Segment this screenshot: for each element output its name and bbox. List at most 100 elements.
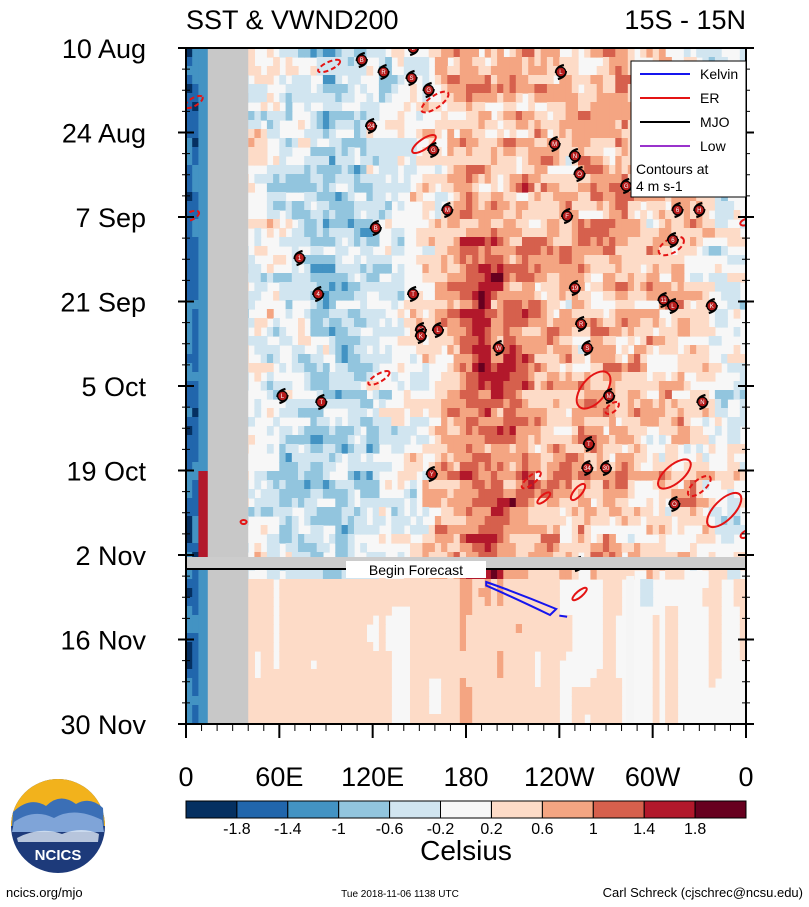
footer-timestamp: Tue 2018-11-06 1138 UTC (341, 889, 459, 900)
cyclone-marker: L (554, 63, 567, 81)
y-tick-label: 21 Sep (60, 288, 146, 318)
er-contour (317, 58, 342, 74)
x-tick-label: 120E (341, 762, 404, 792)
er-contour (536, 491, 552, 505)
cyclone-label: T (587, 442, 591, 448)
cyclone-label: B (374, 226, 378, 232)
cyclone-label: K (710, 304, 714, 310)
chart-title-left: SST & VWND200 (186, 5, 399, 35)
ncics-logo: NCICS (11, 779, 105, 873)
cyclone-marker: S (581, 339, 594, 357)
colorbar-bin (643, 800, 696, 819)
er-contour (686, 474, 712, 498)
y-tick-label: 5 Oct (81, 372, 146, 402)
cyclone-marker: 6 (671, 201, 684, 219)
y-axis: 10 Aug 24 Aug 7 Sep 21 Sep 5 Oct 19 Oct 2 Nov 1… (60, 34, 754, 740)
cyclone-marker: L (666, 297, 679, 315)
cyclone-marker: Y (425, 465, 438, 483)
cyclone-label: H (697, 208, 701, 214)
y-tick-label: 7 Sep (75, 203, 146, 233)
legend-item-label: MJO (700, 114, 730, 130)
cyclone-marker: M (441, 201, 454, 219)
cyclone-marker: 30 (599, 459, 613, 477)
cyclone-label: Y (430, 472, 434, 478)
cyclone-marker: G (422, 81, 435, 99)
cyclone-marker: 24 (365, 117, 378, 135)
colorbar-tick-label: 1.4 (633, 821, 655, 838)
cyclone-label: B (360, 58, 364, 64)
cyclone-marker: L (431, 321, 445, 339)
cyclone-marker: N (696, 393, 709, 411)
footer-url[interactable]: ncics.org/mjo (6, 885, 83, 900)
er-contour (575, 370, 612, 410)
cyclone-marker: 1 (293, 249, 306, 267)
er-contour (186, 94, 204, 110)
cyclone-marker: G (620, 177, 633, 195)
cyclone-label: K (419, 334, 423, 340)
colorbar-bin (185, 800, 238, 819)
colorbar-tick-label: -1 (332, 821, 346, 838)
cyclone-marker: R (377, 63, 390, 81)
cyclone-marker: 4 (312, 285, 325, 303)
cyclone-label: L (671, 304, 675, 310)
x-tick-label: 60E (255, 762, 303, 792)
colorbar-tick-label: 0.2 (480, 821, 502, 838)
wind-contours (186, 58, 746, 618)
y-tick-label: 16 Nov (60, 626, 146, 656)
cyclone-marker: O (573, 165, 586, 183)
land-mask (207, 48, 249, 724)
cyclone-label: F (565, 214, 569, 220)
cyclone-label: G (426, 88, 431, 94)
colorbar-bin (287, 800, 340, 819)
cyclone-marker: R (575, 315, 588, 333)
cyclone-label: S (585, 346, 589, 352)
cyclone-marker: 19 (568, 279, 581, 297)
cyclone-marker: K (705, 297, 718, 315)
cyclone-label: M (445, 208, 450, 214)
cyclone-label: 6 (676, 208, 680, 214)
colorbar-bin (440, 800, 492, 819)
colorbar-tick-label: -1.8 (223, 821, 251, 838)
y-tick-label: 10 Aug (62, 34, 146, 64)
cyclone-marker: W (492, 339, 505, 357)
cyclone-label: R (381, 70, 386, 76)
x-tick-label: 120W (524, 762, 595, 792)
er-contour (367, 370, 391, 386)
x-tick-label: 180 (443, 762, 488, 792)
cyclone-marker: T (582, 435, 595, 453)
cyclone-label: L (281, 394, 285, 400)
y-tick-label: 30 Nov (60, 710, 146, 740)
y-tick-label: 24 Aug (62, 119, 146, 149)
colorbar-bin (491, 800, 543, 819)
cyclone-marker: T (407, 285, 420, 303)
colorbar-tick-label: -0.6 (376, 821, 404, 838)
legend-note-1: Contours at (636, 161, 708, 177)
colorbar-tick-label: 1 (589, 821, 598, 838)
colorbar-bin (541, 800, 594, 819)
kelvin-contour (485, 580, 559, 617)
chart-title-right: 15S - 15N (624, 5, 746, 35)
cyclone-label: O (672, 502, 677, 508)
cyclone-marker: 34 (581, 459, 594, 477)
er-contour (604, 401, 620, 415)
er-contour (186, 209, 201, 223)
cyclone-marker: N (568, 147, 581, 165)
colorbar-bin (694, 800, 747, 819)
cyclone-label: M (552, 142, 557, 148)
cyclone-marker: 6 (666, 231, 679, 249)
cyclone-marker: S (405, 69, 418, 87)
cyclone-label: T (411, 292, 415, 298)
forecast-label: Begin Forecast (369, 562, 463, 578)
colorbar-bin (592, 800, 645, 819)
kelvin-contour (559, 614, 568, 618)
er-contour (571, 586, 588, 602)
cyclone-label: T (319, 400, 323, 406)
legend-item-label: Low (700, 138, 727, 154)
cyclone-markers: BLRSGL24MNGOGMFB6H614T1911LK20LKRWSLTMNT… (276, 48, 718, 573)
legend-item-label: Kelvin (700, 66, 738, 82)
cyclone-marker: K (414, 327, 427, 345)
cyclone-label: 19 (572, 286, 579, 292)
colorbar-bin (389, 800, 442, 819)
footer-credit: Carl Schreck (cjschrec@ncsu.edu) (603, 885, 803, 900)
